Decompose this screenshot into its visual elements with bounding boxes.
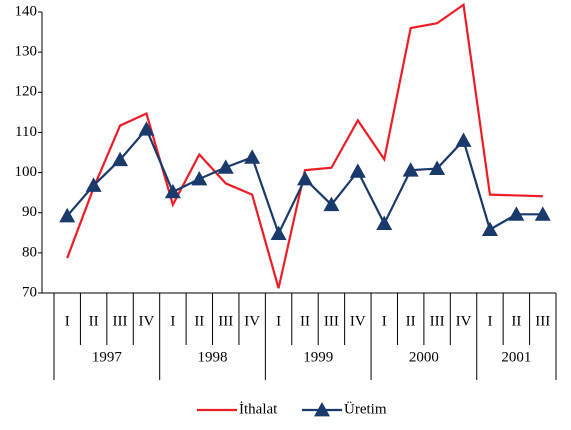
- point-marker: [323, 196, 340, 212]
- point-marker: [402, 162, 419, 177]
- legend-label: Üretim: [344, 400, 387, 417]
- point-marker: [164, 183, 181, 199]
- x-tick-label: IV: [456, 313, 472, 329]
- point-marker: [349, 163, 366, 178]
- y-tick-label: 90: [22, 204, 37, 220]
- point-marker: [85, 177, 102, 192]
- point-marker: [534, 206, 551, 221]
- point-marker: [270, 225, 287, 240]
- x-tick-label: I: [382, 313, 387, 329]
- x-tick-label: I: [65, 313, 70, 329]
- x-tick-label: III: [113, 313, 128, 329]
- point-marker: [244, 149, 261, 164]
- x-tick-label: I: [276, 313, 281, 329]
- y-tick-label: 100: [15, 164, 38, 180]
- x-tick-label: III: [218, 313, 233, 329]
- y-tick-label: 130: [15, 44, 38, 60]
- point-marker: [138, 121, 155, 136]
- legend-label: İthalat: [239, 401, 278, 417]
- y-tick-label: 80: [22, 244, 37, 260]
- x-tick-label: IV: [139, 313, 155, 329]
- point-marker: [429, 160, 446, 175]
- year-label: 1999: [303, 349, 333, 365]
- point-marker: [455, 132, 472, 147]
- point-marker: [191, 170, 208, 186]
- y-tick-label: 140: [15, 3, 38, 19]
- x-tick-label: II: [406, 313, 416, 329]
- year-label: 1997: [92, 349, 123, 365]
- x-tick-label: II: [300, 313, 310, 329]
- legend-marker: [314, 402, 330, 417]
- year-label: 2000: [409, 349, 439, 365]
- point-marker: [112, 151, 129, 167]
- x-tick-label: II: [194, 313, 204, 329]
- point-marker: [481, 221, 498, 236]
- y-tick-label: 110: [15, 124, 37, 140]
- point-marker: [59, 207, 76, 223]
- year-label: 1998: [198, 349, 228, 365]
- x-tick-label: III: [535, 313, 550, 329]
- series-line: [66, 2, 543, 289]
- y-tick-label: 120: [15, 84, 38, 100]
- x-tick-label: II: [89, 313, 99, 329]
- point-marker: [217, 159, 234, 174]
- point-marker: [297, 170, 313, 186]
- x-tick-label: I: [170, 313, 175, 329]
- x-tick-label: II: [511, 313, 521, 329]
- x-tick-label: I: [487, 313, 492, 329]
- point-marker: [376, 215, 393, 230]
- point-marker: [508, 206, 525, 221]
- x-tick-label: IV: [350, 313, 366, 329]
- y-tick-label: 70: [22, 284, 37, 300]
- x-tick-label: III: [324, 313, 339, 329]
- year-label: 2001: [501, 349, 531, 365]
- x-tick-label: III: [430, 313, 445, 329]
- x-tick-label: IV: [244, 313, 260, 329]
